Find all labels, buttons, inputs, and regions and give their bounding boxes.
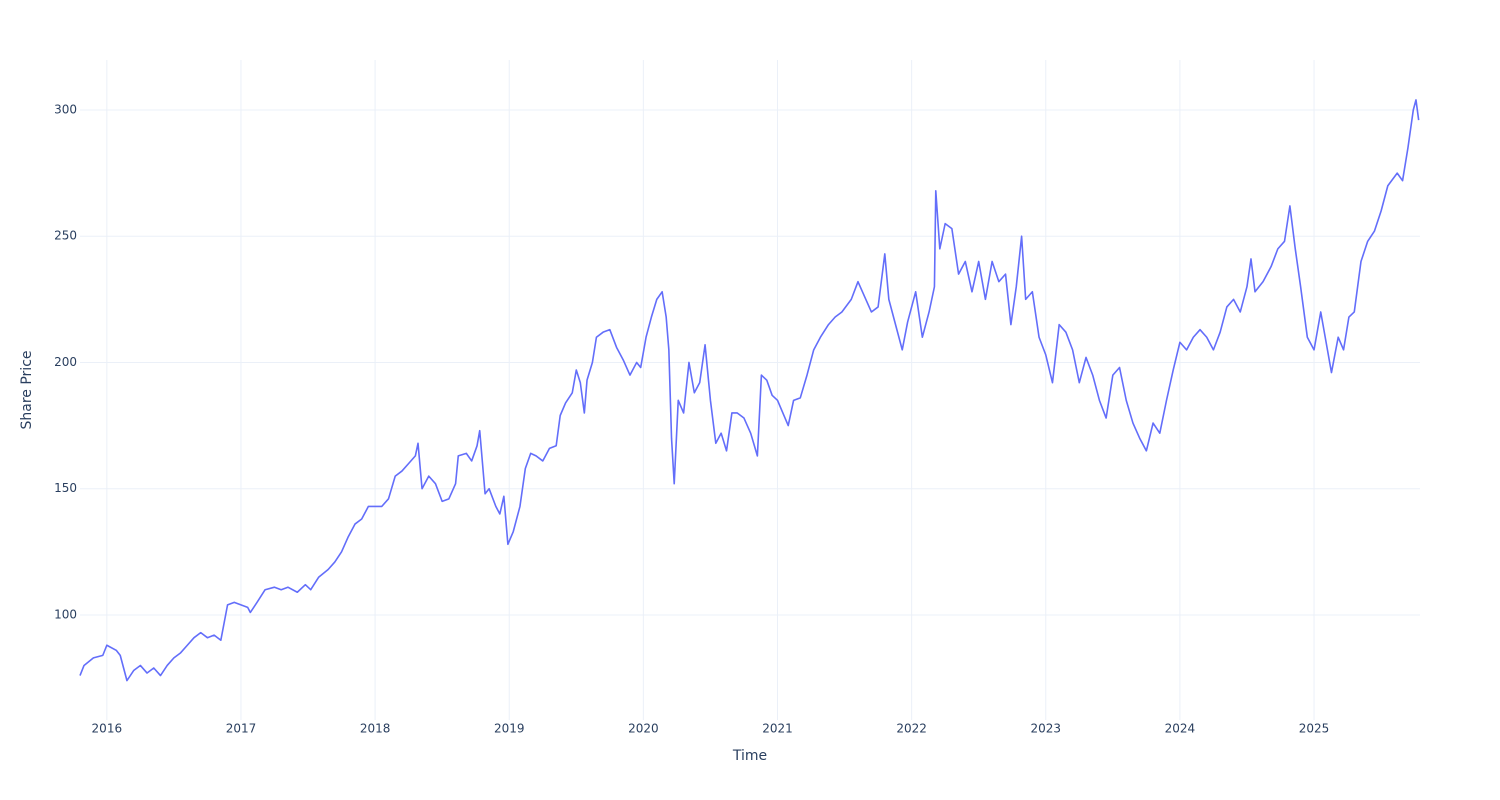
- x-tick-label: 2016: [92, 722, 123, 736]
- x-tick-label: 2019: [494, 722, 525, 736]
- y-tick-label: 200: [54, 355, 77, 369]
- y-axis-title: Share Price: [19, 350, 35, 429]
- y-tick-label: 150: [54, 481, 77, 495]
- x-axis-title: Time: [732, 748, 767, 764]
- x-tick-label: 2022: [896, 722, 927, 736]
- x-tick-label: 2018: [360, 722, 391, 736]
- y-tick-label: 100: [54, 607, 77, 621]
- x-tick-label: 2021: [762, 722, 793, 736]
- x-tick-label: 2023: [1030, 722, 1061, 736]
- y-tick-label: 250: [54, 229, 77, 243]
- x-tick-label: 2020: [628, 722, 659, 736]
- x-tick-label: 2024: [1165, 722, 1196, 736]
- x-tick-label: 2017: [226, 722, 257, 736]
- price-line: [79, 99, 1420, 682]
- y-tick-label: 300: [54, 102, 77, 116]
- x-tick-label: 2025: [1299, 722, 1330, 736]
- grid: [80, 60, 1420, 720]
